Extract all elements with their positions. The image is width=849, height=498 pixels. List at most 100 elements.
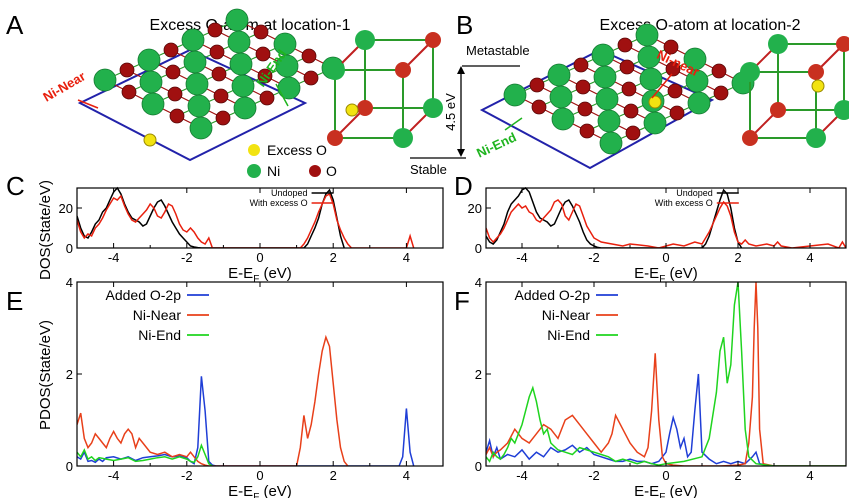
plot-area — [486, 187, 846, 248]
plot-area — [77, 334, 415, 466]
x-tick-label: 2 — [734, 468, 741, 483]
ni-atom — [325, 60, 345, 80]
o-atom — [253, 24, 269, 40]
o-atom — [808, 64, 824, 80]
ni-atom — [643, 111, 667, 135]
x-tick-label: 4 — [403, 468, 410, 483]
x-tick-label: 4 — [403, 250, 410, 265]
o-atom — [577, 101, 593, 117]
chart-e: -4 -2 0 2 4 0 2 4 E-EF (eV) Added O-2p Ni-Near Ni-E… — [66, 275, 444, 498]
series-line-ni-near — [486, 281, 846, 466]
ni-atom — [595, 87, 619, 111]
x-tick-label: 0 — [256, 250, 263, 265]
x-tick-label: 0 — [256, 468, 263, 483]
o-atom — [119, 62, 135, 78]
x-axis-label: E-EF (eV) — [634, 483, 698, 498]
o-atom — [213, 88, 229, 104]
o-atom — [575, 79, 591, 95]
panel-a-title: Excess O-atom at location-1 — [150, 17, 351, 34]
legend-excess-o-dot — [248, 144, 260, 156]
y-tick-label: 0 — [475, 459, 482, 474]
excess-o-atom — [648, 95, 662, 109]
legend-label: Ni-End — [138, 327, 181, 343]
o-atom — [617, 37, 633, 53]
arrow-head-down — [457, 149, 465, 157]
atom-legend: Excess O Ni O — [247, 142, 337, 179]
ni-atom — [181, 28, 205, 52]
legend-ni-label: Ni — [267, 163, 280, 179]
series-line-with-excess-o — [77, 192, 415, 248]
o-atom — [163, 42, 179, 58]
x-tick-label: 2 — [330, 250, 337, 265]
ni-atom — [137, 48, 161, 72]
arrow-ni-near-a — [77, 99, 99, 109]
o-atom — [625, 125, 641, 141]
x-tick-label: -2 — [181, 250, 193, 265]
o-atom — [121, 84, 137, 100]
ni-atom — [273, 32, 297, 56]
x-tick-label: 0 — [662, 468, 669, 483]
y-tick-label: 20 — [59, 201, 73, 216]
ni-atom — [231, 74, 255, 98]
x-tick-label: 2 — [734, 250, 741, 265]
o-atom — [667, 83, 683, 99]
ni-atom — [768, 34, 788, 54]
structure-a — [77, 8, 345, 162]
excess-o-atom — [345, 103, 359, 117]
o-atom — [259, 90, 275, 106]
chart-e-ylabel: PDOS(State/eV) — [37, 320, 54, 430]
x-tick-label: 4 — [806, 468, 813, 483]
legend-label: Undoped — [271, 188, 308, 198]
legend-label: Added O-2p — [515, 287, 591, 303]
o-atom — [529, 77, 545, 93]
ni-atom — [183, 50, 207, 74]
energy-gap-label: 4.5 eV — [443, 93, 458, 131]
atoms-a — [93, 8, 345, 147]
o-atom — [257, 68, 273, 84]
ni-atom — [233, 96, 257, 120]
legend-label: Ni-End — [547, 327, 590, 343]
arrow-ni-end-b — [504, 117, 523, 131]
ni-atom — [551, 107, 575, 131]
ni-atom — [189, 116, 213, 140]
y-tick-label: 2 — [66, 367, 73, 382]
legend-label: Ni-Near — [133, 307, 182, 323]
ni-atom — [683, 47, 707, 71]
legend-label: With excess O — [250, 198, 308, 208]
o-atom — [167, 86, 183, 102]
o-atom — [169, 108, 185, 124]
ni-atom — [599, 131, 623, 155]
ni-atom — [740, 62, 760, 82]
panel-letter-c: C — [6, 171, 25, 201]
panel-letter-b: B — [456, 10, 473, 40]
o-atom — [623, 103, 639, 119]
panel-letter-a: A — [6, 10, 24, 40]
x-axis-label: E-EF (eV) — [228, 265, 292, 285]
metastable-label: Metastable — [466, 43, 530, 58]
ni-atom — [225, 8, 249, 32]
ni-atom — [503, 83, 527, 107]
o-atom — [836, 36, 849, 52]
o-atom — [301, 48, 317, 64]
x-tick-label: 4 — [806, 250, 813, 265]
arrow-ni-end-a — [275, 83, 289, 107]
legend-o-dot — [309, 165, 321, 177]
x-tick-label: -4 — [516, 468, 528, 483]
series-line-undoped — [486, 187, 743, 248]
chart-f: -4 -2 0 2 4 0 2 4 E-EF (eV) Added O-2p Ni-Near Ni-E… — [475, 275, 847, 498]
panel-letter-f: F — [454, 286, 470, 316]
o-atom — [619, 59, 635, 75]
ni-atom — [141, 92, 165, 116]
x-tick-label: -2 — [588, 468, 600, 483]
legend-o-label: O — [326, 163, 337, 179]
arrow-ni-near-b — [651, 73, 673, 99]
ni-atom — [687, 91, 711, 115]
excess-o-atom — [143, 133, 157, 147]
ni-atom — [187, 94, 211, 118]
o-atom — [742, 130, 758, 146]
stable-label: Stable — [410, 162, 447, 177]
cube-a — [325, 30, 443, 148]
x-tick-label: -2 — [181, 468, 193, 483]
series-line-with-excess-o — [486, 199, 846, 248]
